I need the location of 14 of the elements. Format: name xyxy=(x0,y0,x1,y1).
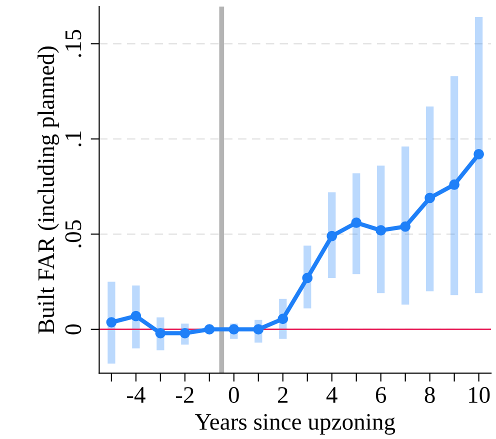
x-tick-label: 4 xyxy=(326,387,338,403)
x-tick-label: 2 xyxy=(278,387,288,403)
y-tick-label: 0 xyxy=(65,324,82,334)
x-tick-label: -2 xyxy=(176,387,194,403)
x-tick-label: 8 xyxy=(424,387,435,403)
y-tick-label: .15 xyxy=(65,30,82,57)
y-axis-title: Built FAR (including planned) xyxy=(38,46,60,334)
y-tick-label: .1 xyxy=(65,131,82,146)
x-axis-title: Years since upzoning xyxy=(194,414,396,435)
y-tick-label: .05 xyxy=(65,220,82,248)
x-tick-label: -4 xyxy=(126,387,146,403)
x-tick-label: 0 xyxy=(228,387,239,403)
x-tick-label: 10 xyxy=(469,387,490,403)
x-tick-label: 6 xyxy=(376,387,386,403)
